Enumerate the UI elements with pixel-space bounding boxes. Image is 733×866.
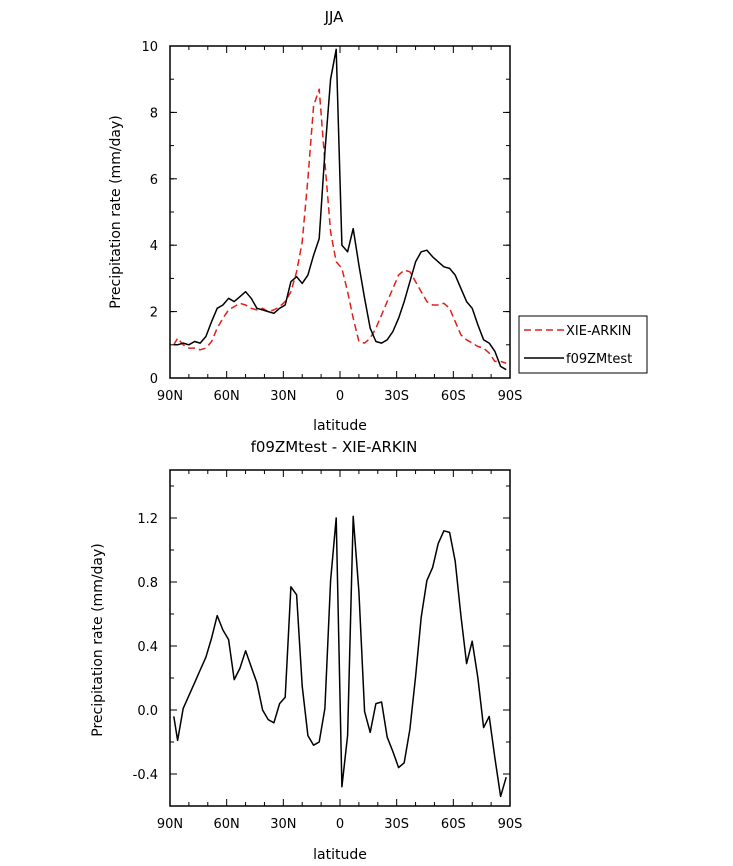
y-tick-label-difference-0-4: -0.4 [133, 768, 158, 783]
y-tick-label-jja-10: 10 [141, 40, 158, 55]
y-tick-label-jja-8: 8 [150, 106, 158, 121]
legend-label-f09zmtest: f09ZMtest [566, 352, 632, 367]
series-group-difference [173, 515, 507, 798]
x-tick-label-jja-90s: 90S [498, 389, 523, 404]
y-tick-label-difference-1-2: 1.2 [137, 512, 158, 527]
plot-frame-jja [169, 45, 511, 379]
chart-title-jja: JJA [324, 8, 345, 26]
y-tick-label-jja-4: 4 [150, 239, 158, 254]
x-tick-label-jja-0: 0 [336, 389, 344, 404]
axes-ticks-jja: 90N 60N 30N 0 30S 60S 90S 0 2 4 6 8 10 [141, 40, 522, 404]
x-tick-label-jja-30n: 30N [270, 389, 296, 404]
legend-box [518, 315, 648, 374]
panel-difference: f09ZMtest - XIE-ARKIN 90N 60N 30N 0 30S 60S 90… [90, 438, 522, 863]
series-line-xie-arkin [173, 88, 507, 364]
x-tick-label-difference-90s: 90S [498, 817, 523, 832]
legend-label-xie-arkin: XIE-ARKIN [566, 324, 631, 339]
series-line-f09zmtest [173, 48, 507, 371]
x-tick-label-difference-90n: 90N [157, 817, 183, 832]
y-tick-label-difference-0-0: 0.0 [137, 704, 158, 719]
x-tick-label-jja-60n: 60N [214, 389, 240, 404]
x-tick-label-difference-30s: 30S [384, 817, 409, 832]
series-line-f09zmtest-xie-arkin [173, 515, 507, 798]
series-group-jja [173, 48, 507, 371]
axes-ticks-difference: 90N 60N 30N 0 30S 60S 90S -0.4 0.0 0.4 0.8 1.2 [133, 470, 523, 832]
x-tick-label-jja-90n: 90N [157, 389, 183, 404]
x-tick-label-jja-60s: 60S [441, 389, 466, 404]
chart-title-difference: f09ZMtest - XIE-ARKIN [251, 438, 418, 456]
x-tick-label-difference-60s: 60S [441, 817, 466, 832]
plot-frame-difference [169, 469, 511, 807]
y-tick-label-difference-0-4: 0.4 [137, 640, 158, 655]
legend: XIE-ARKIN f09ZMtest [518, 315, 648, 374]
y-tick-label-jja-0: 0 [150, 372, 158, 387]
y-axis-label-difference: Precipitation rate (mm/day) [90, 543, 106, 737]
x-axis-label-difference: latitude [313, 847, 367, 863]
x-tick-label-difference-30n: 30N [270, 817, 296, 832]
y-tick-label-difference-0-8: 0.8 [137, 576, 158, 591]
y-tick-label-jja-2: 2 [150, 306, 158, 321]
y-tick-label-jja-6: 6 [150, 173, 158, 188]
x-axis-label-jja: latitude [313, 418, 367, 434]
x-tick-label-jja-30s: 30S [384, 389, 409, 404]
x-tick-label-difference-0: 0 [336, 817, 344, 832]
x-tick-label-difference-60n: 60N [214, 817, 240, 832]
y-axis-label-jja: Precipitation rate (mm/day) [108, 115, 124, 309]
